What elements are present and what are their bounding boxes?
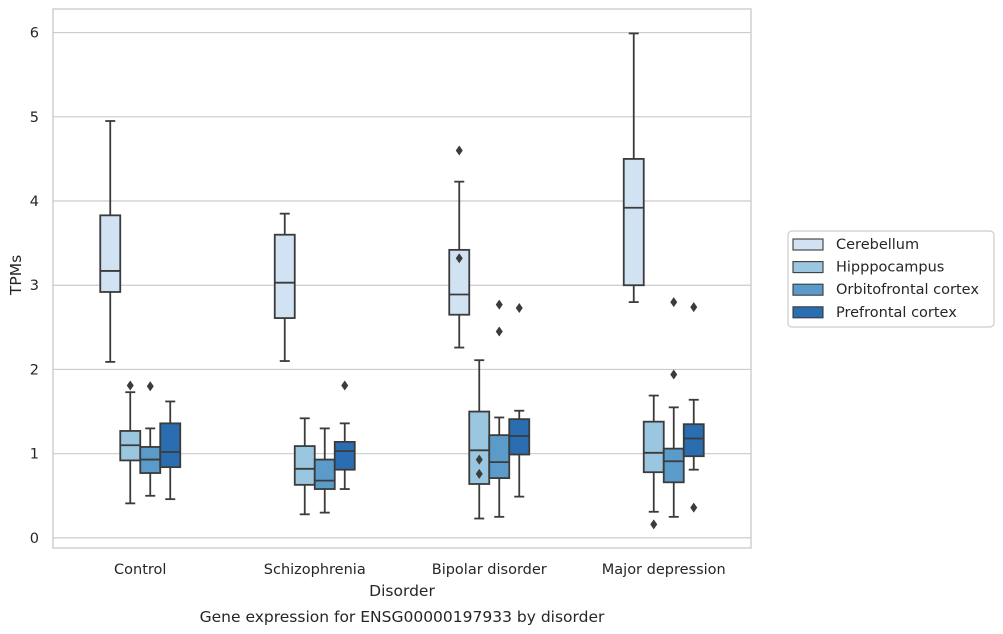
- outlier-point: [670, 369, 678, 380]
- box: [333, 440, 356, 471]
- outlier-point: [515, 302, 523, 313]
- outlier-point: [341, 380, 349, 391]
- y-tick-label: 3: [30, 278, 39, 294]
- x-tick-label: Control: [114, 562, 166, 578]
- category-group: [622, 32, 705, 530]
- outlier-point: [475, 468, 483, 479]
- legend-label: Hipppocampus: [836, 260, 944, 276]
- outlier-point: [670, 297, 678, 308]
- box: [662, 447, 685, 484]
- legend-swatch: [792, 306, 824, 319]
- box: [642, 420, 665, 474]
- legend-label: Orbitofrontal cortex: [836, 282, 979, 298]
- y-tick-label: 0: [30, 531, 39, 547]
- plot-frame: [52, 8, 752, 549]
- chart-caption: Gene expression for ENSG00000197933 by d…: [200, 608, 605, 626]
- category-group: [99, 120, 182, 505]
- y-tick-label: 4: [30, 194, 39, 210]
- y-axis-label: TPMs: [7, 255, 25, 296]
- category-group: [448, 145, 531, 520]
- legend-swatch: [792, 283, 824, 296]
- y-tick-label: 6: [30, 26, 39, 42]
- outlier-point: [650, 519, 658, 530]
- outlier-point: [475, 454, 483, 465]
- y-tick-label: 1: [30, 447, 39, 463]
- outlier-point: [455, 253, 463, 264]
- axes: 0 1 2 3 4 5 6 Control Schizophrenia Bipolar disor…: [30, 8, 752, 578]
- box-groups: [99, 32, 705, 530]
- box: [159, 422, 182, 469]
- legend-swatch: [792, 261, 824, 274]
- outlier-point: [690, 502, 698, 513]
- legend-frame: [787, 230, 995, 328]
- box: [682, 423, 705, 458]
- box: [313, 458, 336, 490]
- box: [488, 434, 511, 479]
- y-tick-label: 2: [30, 362, 39, 378]
- x-tick-label: Bipolar disorder: [432, 562, 547, 578]
- legend: Cerebellum Hipppocampus Orbitofrontal cort…: [787, 230, 995, 328]
- box: [448, 248, 471, 316]
- outlier-point: [495, 299, 503, 310]
- box: [293, 445, 316, 486]
- outlier-point: [146, 381, 154, 392]
- box: [273, 233, 296, 319]
- legend-label: Prefrontal cortex: [836, 305, 957, 321]
- outlier-point: [126, 380, 134, 391]
- outlier-point: [690, 302, 698, 313]
- outlier-point: [495, 326, 503, 337]
- category-group: [273, 212, 356, 516]
- legend-label: Cerebellum: [836, 237, 919, 253]
- legend-swatch: [792, 238, 824, 251]
- box: [622, 158, 645, 287]
- x-tick-label: Major depression: [602, 562, 726, 578]
- outlier-point: [455, 145, 463, 156]
- box: [99, 214, 122, 293]
- x-tick-label: Schizophrenia: [264, 562, 366, 578]
- x-axis-label: Disorder: [369, 582, 435, 600]
- y-tick-label: 5: [30, 110, 39, 126]
